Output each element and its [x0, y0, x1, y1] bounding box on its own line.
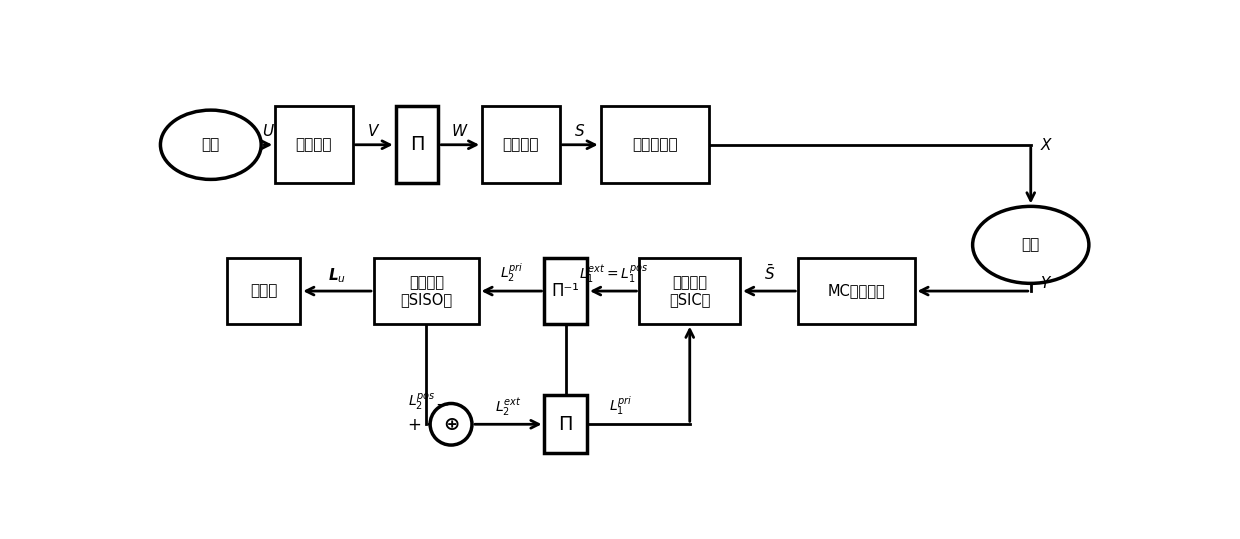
Text: $\boldsymbol{L}_u$: $\boldsymbol{L}_u$	[329, 266, 346, 285]
Text: 外解码器
（SISO）: 外解码器 （SISO）	[401, 275, 453, 307]
Text: MC载波解调: MC载波解调	[827, 284, 885, 299]
Text: $L_2^{ext}$: $L_2^{ext}$	[495, 397, 522, 418]
FancyBboxPatch shape	[600, 106, 709, 183]
FancyBboxPatch shape	[396, 106, 438, 183]
Text: Π: Π	[409, 135, 424, 154]
FancyBboxPatch shape	[275, 106, 352, 183]
Text: 硬判决: 硬判决	[249, 284, 278, 299]
Text: Π⁻¹: Π⁻¹	[552, 282, 579, 300]
Text: $W$: $W$	[451, 122, 469, 139]
Text: $L_1^{pri}$: $L_1^{pri}$	[609, 395, 632, 418]
FancyBboxPatch shape	[544, 258, 587, 324]
Circle shape	[430, 404, 472, 445]
Text: $L_1^{ext}=L_1^{pos}$: $L_1^{ext}=L_1^{pos}$	[579, 263, 647, 285]
Text: $X$: $X$	[1040, 137, 1054, 153]
FancyBboxPatch shape	[374, 258, 479, 324]
Text: 符号映射: 符号映射	[502, 137, 539, 152]
Text: $-$: $-$	[435, 395, 449, 413]
Text: $S$: $S$	[574, 122, 585, 139]
FancyBboxPatch shape	[482, 106, 559, 183]
Text: 信源: 信源	[202, 137, 219, 152]
Text: 信道: 信道	[1022, 237, 1040, 252]
Text: $\bar{S}$: $\bar{S}$	[764, 264, 775, 284]
Text: ⊕: ⊕	[443, 415, 459, 434]
Ellipse shape	[160, 110, 262, 179]
FancyBboxPatch shape	[544, 396, 587, 453]
FancyBboxPatch shape	[799, 258, 915, 324]
Text: $L_2^{pri}$: $L_2^{pri}$	[500, 262, 523, 285]
Ellipse shape	[972, 206, 1089, 284]
Text: $U$: $U$	[262, 122, 274, 139]
Text: $V$: $V$	[367, 122, 381, 139]
Text: $Y$: $Y$	[1040, 275, 1053, 292]
Text: $+$: $+$	[407, 416, 420, 433]
Text: 外编码器: 外编码器	[295, 137, 332, 152]
Text: 多载波调制: 多载波调制	[632, 137, 678, 152]
Text: Π: Π	[558, 415, 573, 434]
FancyBboxPatch shape	[640, 258, 740, 324]
FancyBboxPatch shape	[227, 258, 300, 324]
Text: $L_2^{pos}$: $L_2^{pos}$	[408, 391, 435, 413]
Text: 内解码器
（SIC）: 内解码器 （SIC）	[670, 275, 711, 307]
